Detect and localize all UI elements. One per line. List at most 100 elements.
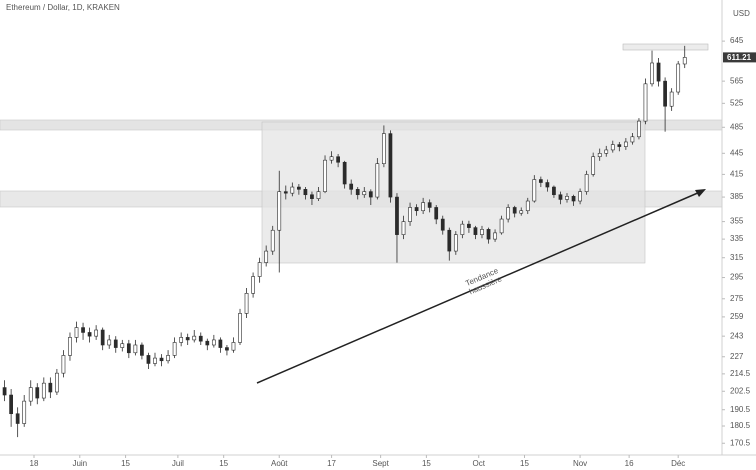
candle-body bbox=[368, 191, 373, 198]
x-tick-label: 16 bbox=[625, 459, 634, 468]
last-price-label: 611.21 bbox=[727, 53, 752, 62]
candle-body bbox=[48, 382, 53, 393]
currency-label: USD bbox=[733, 9, 750, 18]
candle-body bbox=[453, 234, 458, 252]
candle-body bbox=[329, 156, 334, 161]
candle-body bbox=[669, 91, 674, 107]
y-tick-label: 335 bbox=[730, 234, 744, 243]
candle-body bbox=[28, 387, 33, 402]
candle-body bbox=[538, 179, 543, 183]
x-tick-label: 18 bbox=[30, 459, 39, 468]
candle-body bbox=[244, 293, 249, 314]
candle-body bbox=[310, 194, 314, 199]
chart-title: Ethereum / Dollar, 1D, KRAKEN bbox=[6, 3, 120, 12]
candle-body bbox=[584, 174, 589, 192]
candle-body bbox=[630, 136, 635, 143]
candle-body bbox=[578, 191, 582, 202]
candle-body bbox=[185, 337, 190, 341]
candle-body bbox=[486, 229, 491, 240]
y-tick-label: 180.5 bbox=[730, 421, 751, 430]
candle-body bbox=[140, 344, 144, 356]
candle-body bbox=[506, 207, 511, 220]
candle-body bbox=[87, 332, 92, 337]
candle-body bbox=[493, 232, 497, 240]
candle-body bbox=[473, 227, 478, 235]
candle-body bbox=[525, 200, 530, 212]
candle-body bbox=[22, 400, 27, 424]
candle-body bbox=[283, 191, 288, 194]
candle-body bbox=[35, 387, 40, 399]
y-tick-label: 525 bbox=[730, 98, 744, 107]
x-tick-label: 15 bbox=[219, 459, 228, 468]
candle-body bbox=[264, 250, 269, 263]
candle-body bbox=[382, 133, 386, 164]
candle-body bbox=[74, 327, 79, 338]
y-tick-label: 243 bbox=[730, 331, 744, 340]
candle-body bbox=[126, 343, 131, 354]
candle-body bbox=[290, 186, 295, 194]
candle-body bbox=[257, 262, 262, 277]
candle-body bbox=[414, 207, 419, 212]
x-tick-label: Août bbox=[271, 459, 288, 468]
candle-body bbox=[55, 372, 59, 393]
candle-body bbox=[388, 133, 393, 198]
candle-body bbox=[558, 194, 563, 200]
candle-body bbox=[375, 163, 380, 198]
candle-body bbox=[166, 355, 170, 362]
last-price-tag bbox=[723, 52, 756, 63]
candle-body bbox=[133, 344, 138, 354]
candle-body bbox=[355, 189, 360, 196]
y-tick-label: 445 bbox=[730, 148, 744, 157]
candle-body bbox=[440, 218, 445, 231]
candle-body bbox=[532, 179, 537, 202]
candle-body bbox=[447, 229, 452, 252]
candle-body bbox=[342, 161, 347, 185]
candle-body bbox=[467, 223, 471, 228]
x-tick-label: Sept bbox=[372, 459, 389, 468]
y-tick-label: 295 bbox=[730, 273, 744, 282]
candle-body bbox=[591, 156, 596, 175]
candle-body bbox=[656, 62, 661, 82]
trend-line bbox=[256, 191, 701, 384]
y-tick-label: 214.5 bbox=[730, 369, 751, 378]
x-tick-label: Oct bbox=[472, 459, 485, 468]
x-tick-label: 15 bbox=[121, 459, 130, 468]
candle-body bbox=[218, 339, 223, 348]
candle-body bbox=[159, 357, 164, 362]
x-tick-label: Juil bbox=[172, 459, 184, 468]
y-tick-label: 355 bbox=[730, 217, 744, 226]
candle-body bbox=[225, 347, 229, 351]
candle-body bbox=[512, 207, 517, 214]
candle-body bbox=[480, 229, 484, 235]
y-tick-label: 645 bbox=[730, 36, 744, 45]
candle-body bbox=[100, 329, 105, 346]
candle-body bbox=[682, 57, 687, 65]
candle-body bbox=[610, 144, 615, 151]
candle-body bbox=[231, 342, 236, 351]
candle-body bbox=[2, 387, 7, 396]
y-tick-label: 259 bbox=[730, 312, 744, 321]
candle-body bbox=[637, 120, 641, 138]
candle-body bbox=[323, 159, 327, 192]
candle-body bbox=[316, 191, 321, 199]
candle-body bbox=[94, 329, 99, 337]
candle-body bbox=[172, 342, 177, 356]
candle-body bbox=[81, 327, 85, 333]
candle-body bbox=[362, 191, 367, 196]
trend-arrowhead bbox=[695, 189, 706, 197]
candle-body bbox=[270, 229, 275, 252]
candle-body bbox=[179, 337, 184, 343]
candle-body bbox=[571, 195, 576, 202]
candle-body bbox=[146, 355, 151, 364]
x-tick-label: 15 bbox=[422, 459, 431, 468]
candle-body bbox=[120, 343, 125, 348]
candle-body bbox=[617, 144, 622, 147]
candle-body bbox=[552, 186, 556, 196]
y-tick-label: 227 bbox=[730, 352, 744, 361]
candle-body bbox=[643, 83, 648, 122]
y-tick-label: 485 bbox=[730, 122, 744, 131]
y-tick-label: 415 bbox=[730, 170, 744, 179]
x-tick-label: Juin bbox=[72, 459, 87, 468]
y-tick-label: 170.5 bbox=[730, 438, 751, 447]
